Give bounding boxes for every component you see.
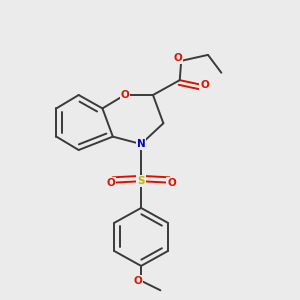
Text: O: O: [134, 276, 142, 286]
Text: S: S: [137, 176, 145, 186]
Text: O: O: [106, 178, 115, 188]
Text: O: O: [167, 178, 176, 188]
Text: O: O: [174, 53, 183, 64]
Text: O: O: [200, 80, 209, 90]
Text: O: O: [120, 90, 129, 100]
Text: N: N: [137, 139, 146, 149]
